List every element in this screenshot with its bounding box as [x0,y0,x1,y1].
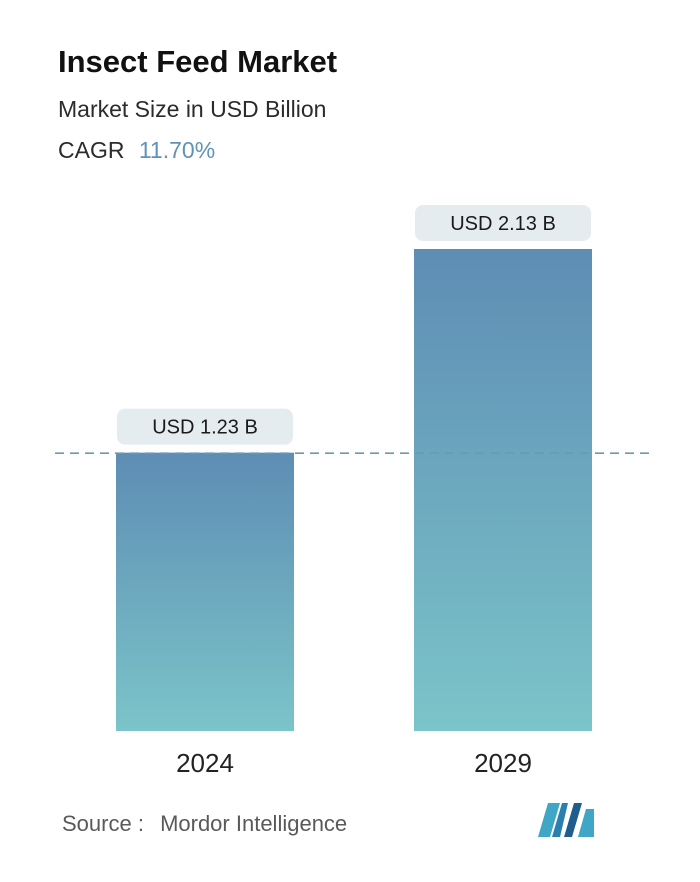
data-label-box-2029 [415,205,591,241]
data-label-box-2024 [117,408,293,445]
x-tick-label-2029: 2029 [474,748,532,778]
x-tick-label-2024: 2024 [176,748,234,778]
data-label-2024: USD 1.23 B [152,417,258,439]
bar-2029 [414,249,592,731]
cagr-label: CAGR [58,137,125,163]
data-label-2029: USD 2.13 B [450,213,556,235]
chart-title: Insect Feed Market [58,44,338,79]
mordor-intelligence-logo-icon [538,803,594,837]
cagr-value: 11.70% [138,137,216,163]
chart-subtitle: Market Size in USD Billion [58,96,327,122]
bar-2024 [116,452,294,731]
source-value: Mordor Intelligence [160,811,348,836]
cagr-row: CAGR 11.70% [58,137,215,164]
source-label: Source : [62,811,144,836]
source-line: Source : Mordor Intelligence [62,811,347,837]
